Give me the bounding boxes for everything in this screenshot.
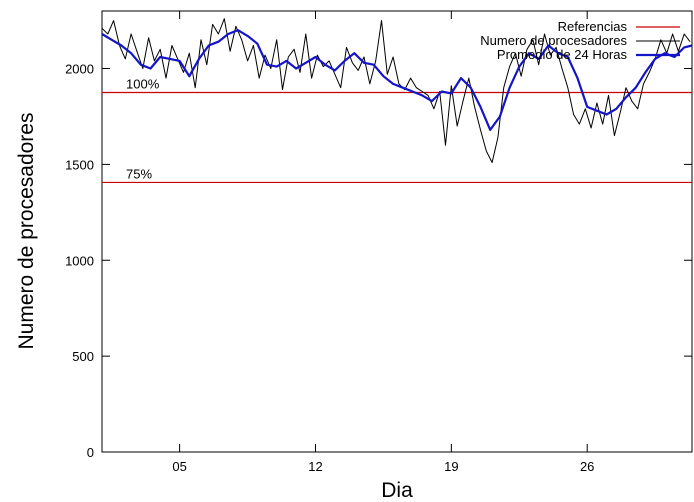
y-tick-label: 1500 [65, 157, 94, 172]
series-line-processors [101, 18, 691, 163]
reference-lines: 100% 75% [102, 76, 692, 184]
plot-frame [101, 10, 693, 453]
legend-label: Numero de procesadores [480, 33, 627, 48]
y-tick-label: 2000 [65, 62, 94, 77]
y-tick-label: 0 [87, 445, 94, 460]
x-tick-label: 12 [308, 459, 322, 474]
x-tick-label: 26 [580, 459, 594, 474]
y-axis: 0 500 1000 1500 2000 [65, 62, 692, 460]
legend-label: Promedio de 24 Horas [497, 47, 628, 62]
x-axis-title: Dia [381, 479, 413, 502]
series-layer [101, 18, 693, 163]
series-line-24h-average [101, 29, 693, 131]
x-tick-label: 19 [444, 459, 458, 474]
legend-label: Referencias [558, 19, 628, 34]
y-axis-title: Numero de procesadores [15, 113, 38, 350]
y-tick-label: 1000 [65, 253, 94, 268]
x-axis: 05 12 19 26 [172, 11, 594, 474]
y-tick-label: 500 [72, 349, 94, 364]
reference-label: 75% [126, 166, 152, 181]
x-tick-label: 05 [172, 459, 186, 474]
reference-label: 100% [126, 76, 160, 91]
